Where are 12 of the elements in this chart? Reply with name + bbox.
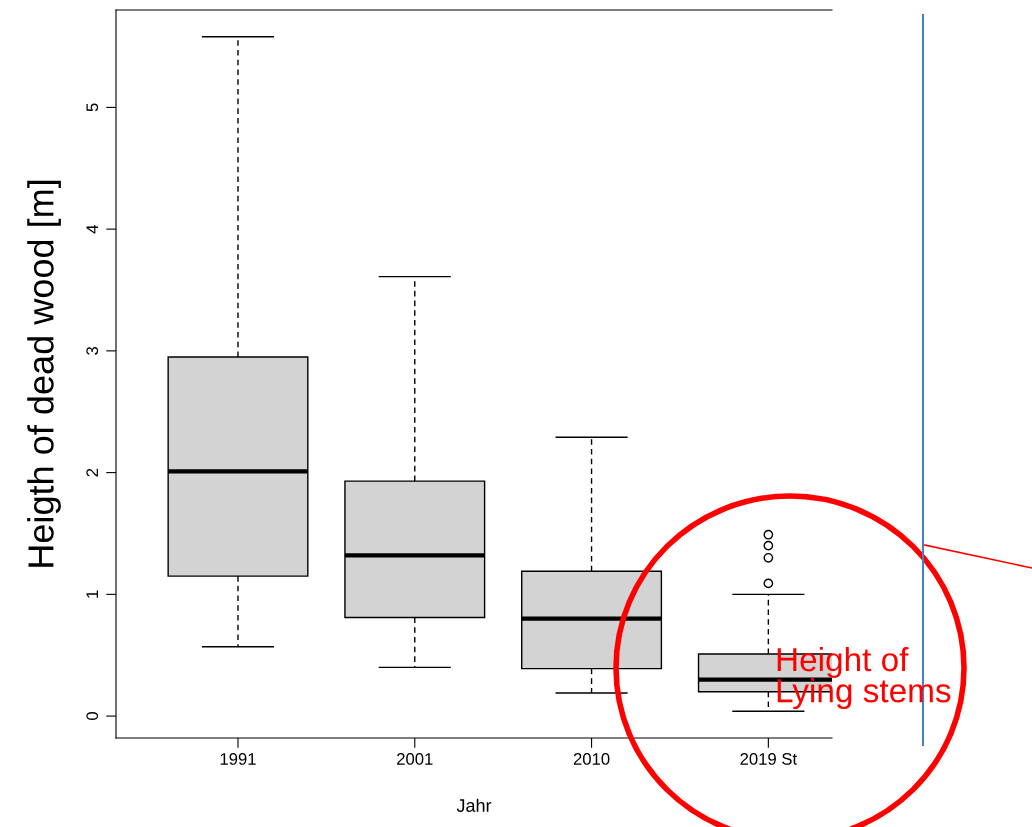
y-tick-label: 5 — [86, 103, 99, 112]
y-tick-label: 4 — [86, 224, 98, 234]
x-tick-label: 2019 St — [740, 753, 797, 765]
y-tick-label: 1 — [86, 590, 98, 598]
x-axis-title: Jahr — [456, 798, 492, 812]
y-tick-label: 0 — [86, 712, 99, 721]
x-tick-label: 1991 — [220, 753, 256, 765]
y-tick-label: 3 — [86, 346, 99, 355]
x-tick-label: 2001 — [397, 753, 433, 765]
y-tick-label: 2 — [86, 468, 98, 477]
y-axis-title: Heigth of dead wood [m] — [27, 180, 61, 567]
x-tick-label: 2010 — [573, 753, 610, 765]
